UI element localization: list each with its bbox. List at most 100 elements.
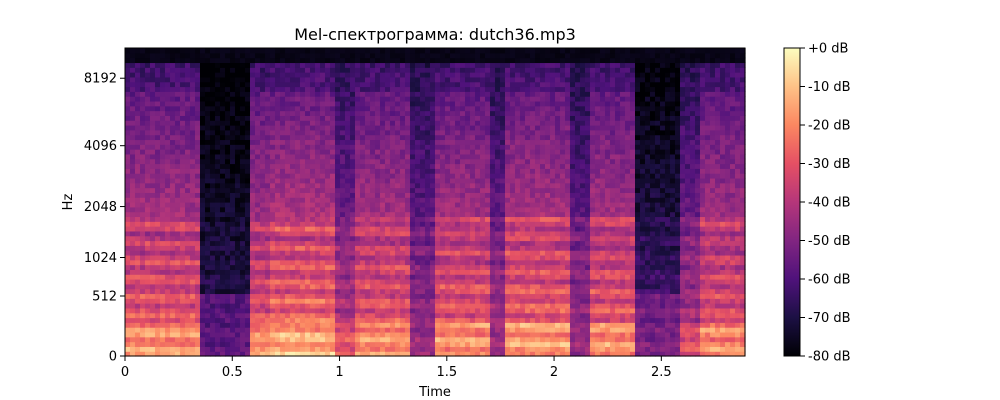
heatmap-cell xyxy=(150,346,156,352)
heatmap-cell xyxy=(180,264,186,270)
heatmap-cell xyxy=(360,202,366,208)
heatmap-cell xyxy=(495,312,501,319)
heatmap-cell xyxy=(270,72,276,78)
heatmap-cell xyxy=(125,346,131,352)
heatmap-cell xyxy=(225,235,231,242)
heatmap-cell xyxy=(125,173,131,179)
heatmap-cell xyxy=(285,67,291,73)
heatmap-cell xyxy=(355,240,361,246)
heatmap-cell xyxy=(340,245,346,251)
heatmap-cell xyxy=(375,81,381,88)
heatmap-cell xyxy=(160,197,166,203)
heatmap-cell xyxy=(345,96,351,102)
heatmap-cell xyxy=(300,298,306,304)
heatmap-cell xyxy=(320,336,326,343)
heatmap-cell xyxy=(255,52,261,59)
heatmap-cell xyxy=(215,134,221,141)
heatmap-cell xyxy=(395,303,401,309)
heatmap-cell xyxy=(480,67,486,73)
heatmap-cell xyxy=(190,149,196,155)
heatmap-cell xyxy=(500,76,506,83)
heatmap-cell xyxy=(265,351,271,357)
heatmap-cell xyxy=(175,336,181,343)
heatmap-cell xyxy=(495,317,501,323)
heatmap-cell xyxy=(400,226,406,232)
heatmap-cell xyxy=(490,322,496,328)
heatmap-cell xyxy=(370,274,376,280)
heatmap-cell xyxy=(340,240,346,246)
heatmap-cell xyxy=(350,216,356,222)
heatmap-cell xyxy=(480,105,486,112)
heatmap-cell xyxy=(400,216,406,222)
heatmap-cell xyxy=(200,230,206,237)
heatmap-cell xyxy=(235,235,241,242)
heatmap-cell xyxy=(375,240,381,246)
heatmap-cell xyxy=(170,240,176,246)
heatmap-cell xyxy=(415,303,421,309)
heatmap-cell xyxy=(280,254,286,261)
heatmap-cell xyxy=(165,48,171,54)
heatmap-cell xyxy=(135,105,141,112)
heatmap-cell xyxy=(380,346,386,352)
heatmap-cell xyxy=(495,158,501,165)
heatmap-cell xyxy=(150,226,156,232)
heatmap-cell xyxy=(285,62,291,68)
heatmap-cell xyxy=(320,62,326,68)
heatmap-cell xyxy=(225,341,231,347)
heatmap-cell xyxy=(235,48,241,54)
heatmap-cell xyxy=(130,211,136,218)
heatmap-cell xyxy=(385,283,391,290)
heatmap-cell xyxy=(440,48,446,54)
heatmap-cell xyxy=(480,341,486,347)
heatmap-cell xyxy=(130,173,136,179)
heatmap-cell xyxy=(420,312,426,319)
heatmap-cell xyxy=(485,81,491,88)
heatmap-cell xyxy=(450,115,456,121)
heatmap-cell xyxy=(455,163,461,169)
heatmap-cell xyxy=(500,100,506,107)
heatmap-cell xyxy=(285,197,291,203)
heatmap-cell xyxy=(325,86,331,92)
heatmap-cell xyxy=(325,288,331,295)
heatmap-cell xyxy=(375,250,381,256)
heatmap-cell xyxy=(250,153,256,160)
heatmap-cell xyxy=(380,254,386,261)
heatmap-cell xyxy=(295,298,301,304)
heatmap-cell xyxy=(205,336,211,343)
heatmap-cell xyxy=(500,221,506,227)
heatmap-cell xyxy=(365,173,371,179)
heatmap-cell xyxy=(135,259,141,266)
heatmap-cell xyxy=(370,62,376,68)
heatmap-cell xyxy=(280,283,286,290)
heatmap-cell xyxy=(180,125,186,131)
heatmap-cell xyxy=(170,182,176,189)
heatmap-cell xyxy=(265,303,271,309)
heatmap-cell xyxy=(400,259,406,266)
heatmap-cell xyxy=(345,187,351,193)
heatmap-cell xyxy=(235,216,241,222)
heatmap-cell xyxy=(215,202,221,208)
heatmap-cell xyxy=(345,91,351,97)
heatmap-cell xyxy=(205,134,211,141)
heatmap-cell xyxy=(385,307,391,314)
heatmap-cell xyxy=(180,336,186,343)
heatmap-cell xyxy=(405,254,411,261)
heatmap-cell xyxy=(165,197,171,203)
heatmap-cell xyxy=(475,264,481,270)
heatmap-cell xyxy=(490,279,496,285)
heatmap-cell xyxy=(375,264,381,270)
heatmap-cell xyxy=(295,158,301,165)
heatmap-cell xyxy=(300,163,306,169)
heatmap-cell xyxy=(480,322,486,328)
heatmap-cell xyxy=(160,125,166,131)
heatmap-cell xyxy=(445,177,451,184)
heatmap-cell xyxy=(500,96,506,102)
heatmap-cell xyxy=(180,120,186,126)
heatmap-cell xyxy=(125,322,131,328)
heatmap-cell xyxy=(425,76,431,83)
heatmap-cell xyxy=(320,158,326,165)
heatmap-cell xyxy=(500,250,506,256)
heatmap-cell xyxy=(230,173,236,179)
heatmap-cell xyxy=(495,168,501,174)
heatmap-cell xyxy=(405,327,411,333)
